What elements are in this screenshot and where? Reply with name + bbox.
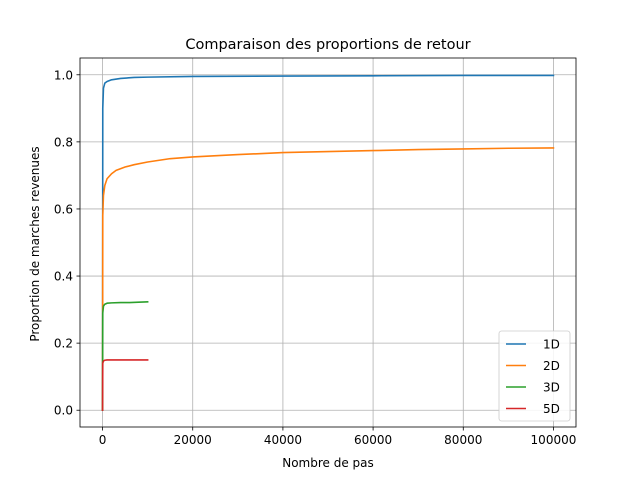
series-lines bbox=[101, 74, 555, 412]
y-tick-label: 0.4 bbox=[54, 270, 73, 284]
legend-label: 2D bbox=[543, 359, 560, 373]
legend-box bbox=[498, 330, 571, 422]
y-tick-label: 1.0 bbox=[54, 68, 73, 82]
y-tick-label: 0.8 bbox=[54, 135, 73, 149]
legend-label: 3D bbox=[543, 381, 560, 395]
grid-lines bbox=[80, 58, 576, 427]
x-tick-label: 0 bbox=[99, 433, 107, 447]
legend: 1D 2D 3D 5D bbox=[498, 330, 571, 422]
series-line-3d bbox=[101, 301, 149, 412]
legend-label: 5D bbox=[543, 402, 560, 416]
x-tick-label: 80000 bbox=[444, 433, 482, 447]
x-axis-label: Nombre de pas bbox=[282, 456, 374, 470]
series-line-2d bbox=[101, 147, 555, 412]
y-tick-label: 0.2 bbox=[54, 337, 73, 351]
x-tick-label: 60000 bbox=[354, 433, 392, 447]
chart-title: Comparaison des proportions de retour bbox=[185, 37, 470, 53]
x-tick-label: 40000 bbox=[264, 433, 302, 447]
y-tick-label: 0.0 bbox=[54, 404, 73, 418]
y-ticks: 0.0 0.2 0.4 0.6 0.8 1.0 bbox=[54, 68, 80, 418]
x-tick-label: 100000 bbox=[531, 433, 577, 447]
y-tick-label: 0.6 bbox=[54, 202, 73, 216]
plot-frame bbox=[79, 57, 577, 428]
x-ticks: 0 20000 40000 60000 80000 100000 bbox=[99, 427, 577, 447]
series-line-5d bbox=[101, 359, 149, 412]
y-axis-label: Proportion de marches revenues bbox=[28, 146, 42, 341]
legend-label: 1D bbox=[543, 338, 560, 352]
x-tick-label: 20000 bbox=[174, 433, 212, 447]
series-line-1d bbox=[101, 74, 555, 412]
